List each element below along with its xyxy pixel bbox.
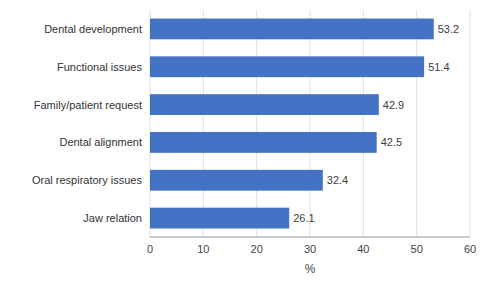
data-label: 53.2	[438, 23, 459, 35]
bar	[150, 56, 424, 77]
bar	[150, 170, 323, 191]
category-label: Dental development	[44, 23, 142, 35]
tick-label: 0	[147, 243, 153, 255]
data-label: 32.4	[327, 174, 348, 186]
grid-line	[203, 10, 204, 237]
category-label: Dental alignment	[59, 136, 142, 148]
data-labels: 26.1 32.4 42.5 42.9 51.4 53.2	[293, 23, 459, 224]
chart: 0 10 20 30 40 50 60% Jaw relation Oral respirato…	[0, 0, 500, 281]
category-label: Oral respiratory issues	[32, 174, 143, 186]
data-label: 26.1	[293, 212, 314, 224]
x-axis-label: %	[305, 262, 316, 276]
category-label: Functional issues	[57, 61, 142, 73]
x-axis: 0 10 20 30 40 50 60	[147, 237, 476, 255]
bars	[150, 19, 434, 229]
tick-label: 50	[411, 243, 423, 255]
tick-label: 40	[357, 243, 369, 255]
grid-line	[470, 10, 471, 237]
x-axis-line	[150, 237, 470, 238]
category-label: Family/patient request	[34, 99, 142, 111]
tick-label: 30	[304, 243, 316, 255]
grid-line	[256, 10, 257, 237]
y-axis: Jaw relation Oral respiratory issues Denta…	[32, 23, 143, 224]
bar	[150, 19, 434, 40]
tick-label: 60	[464, 243, 476, 255]
bar	[150, 208, 289, 229]
grid	[150, 10, 470, 237]
tick-label: 20	[251, 243, 263, 255]
bar	[150, 94, 379, 115]
chart-container: 0 10 20 30 40 50 60% Jaw relation Oral respirato…	[0, 0, 500, 281]
grid-line	[150, 10, 151, 237]
bar	[150, 132, 377, 153]
grid-line	[416, 10, 417, 237]
tick-label: 10	[197, 243, 209, 255]
grid-line	[310, 10, 311, 237]
grid-line	[363, 10, 364, 237]
data-label: 42.5	[381, 136, 402, 148]
category-label: Jaw relation	[83, 212, 142, 224]
data-label: 42.9	[383, 99, 404, 111]
data-label: 51.4	[428, 61, 449, 73]
